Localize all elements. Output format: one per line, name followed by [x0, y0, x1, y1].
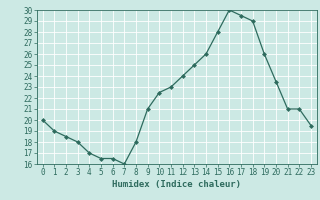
X-axis label: Humidex (Indice chaleur): Humidex (Indice chaleur)	[112, 180, 241, 189]
